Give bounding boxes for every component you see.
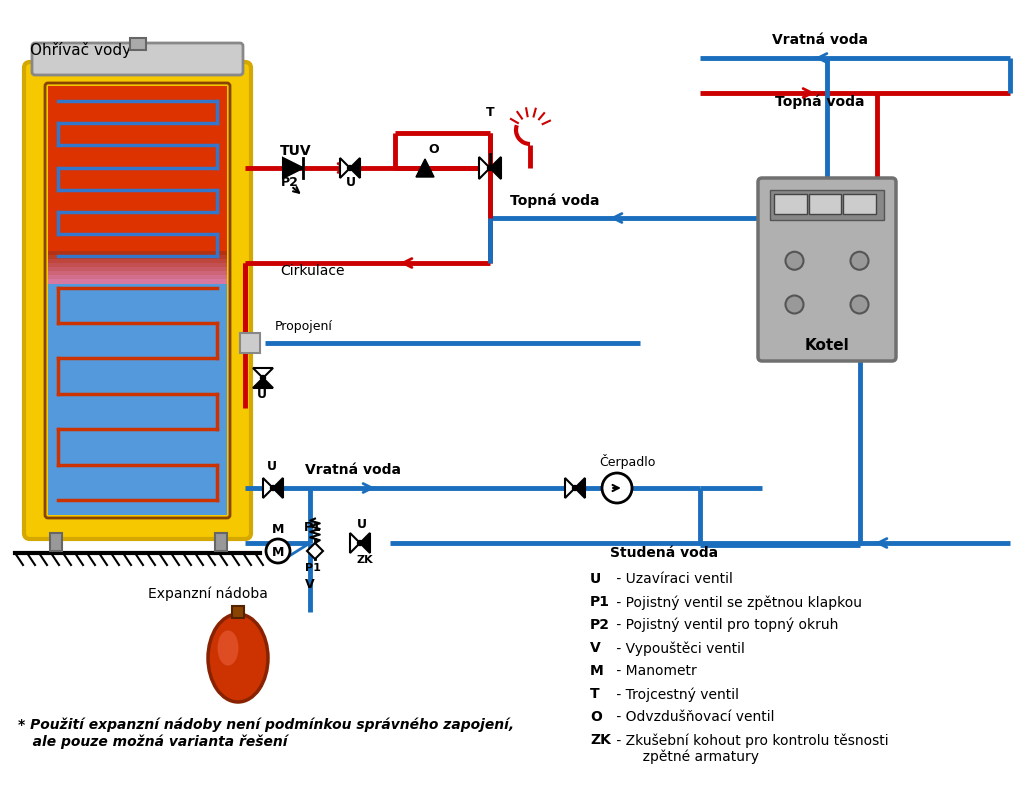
Text: ZK: ZK <box>590 733 611 747</box>
Text: U: U <box>257 388 267 401</box>
Text: Topná voda: Topná voda <box>510 193 599 208</box>
Polygon shape <box>273 478 283 498</box>
Bar <box>48 271 227 276</box>
Polygon shape <box>307 543 323 559</box>
Bar <box>48 86 227 266</box>
Circle shape <box>573 486 578 491</box>
Text: O: O <box>428 143 439 156</box>
Text: O: O <box>590 710 602 724</box>
Bar <box>48 279 227 284</box>
Bar <box>808 194 841 214</box>
Text: - Zkušební kohout pro kontrolu těsnosti
       zpětné armatury: - Zkušební kohout pro kontrolu těsnosti … <box>612 733 889 764</box>
Text: U: U <box>357 518 367 531</box>
Bar <box>48 263 227 268</box>
Polygon shape <box>283 158 303 178</box>
Bar <box>843 194 876 214</box>
Circle shape <box>348 165 353 170</box>
Text: M: M <box>272 523 284 536</box>
Text: Kotel: Kotel <box>805 338 849 352</box>
Text: P1: P1 <box>590 595 610 609</box>
Bar <box>48 275 227 280</box>
Polygon shape <box>253 368 273 378</box>
FancyBboxPatch shape <box>32 43 243 75</box>
Circle shape <box>786 252 803 270</box>
Bar <box>774 194 807 214</box>
Text: P1: P1 <box>305 563 321 573</box>
Polygon shape <box>340 158 350 178</box>
Ellipse shape <box>218 630 238 665</box>
Circle shape <box>850 252 869 270</box>
Polygon shape <box>565 478 575 498</box>
Bar <box>48 266 227 515</box>
Circle shape <box>357 541 362 545</box>
Text: Ohřívač vody: Ohřívač vody <box>30 42 131 58</box>
Polygon shape <box>253 378 273 388</box>
Polygon shape <box>350 533 360 553</box>
Text: - Uzavíraci ventil: - Uzavíraci ventil <box>612 572 732 586</box>
FancyBboxPatch shape <box>758 178 896 361</box>
Text: T: T <box>590 687 599 701</box>
Bar <box>48 251 227 256</box>
Text: T: T <box>486 106 494 119</box>
Bar <box>48 255 227 260</box>
Ellipse shape <box>208 614 268 702</box>
Text: Vratná voda: Vratná voda <box>305 463 401 477</box>
Text: Studená voda: Studená voda <box>610 546 718 560</box>
Text: P2: P2 <box>281 176 299 189</box>
Text: M: M <box>272 545 284 559</box>
Polygon shape <box>350 158 360 178</box>
Circle shape <box>266 539 290 563</box>
Text: - Trojcestný ventil: - Trojcestný ventil <box>612 687 739 701</box>
Text: Cirkulace: Cirkulace <box>280 264 345 278</box>
Text: U: U <box>267 460 277 473</box>
Bar <box>232 606 244 618</box>
Text: Vratná voda: Vratná voda <box>772 33 868 47</box>
Text: M: M <box>590 664 604 678</box>
Text: - Vypouštěci ventil: - Vypouštěci ventil <box>612 641 745 656</box>
Bar <box>48 259 227 264</box>
Bar <box>215 533 227 551</box>
Circle shape <box>786 296 803 313</box>
Text: - Pojistný ventil pro topný okruh: - Pojistný ventil pro topný okruh <box>612 618 839 633</box>
FancyBboxPatch shape <box>24 62 251 539</box>
Bar <box>130 38 145 50</box>
Text: Propojení: Propojení <box>275 320 332 333</box>
Text: U: U <box>346 176 356 189</box>
Text: - Odvzdušňovací ventil: - Odvzdušňovací ventil <box>612 710 774 724</box>
Text: V: V <box>590 641 601 655</box>
Circle shape <box>488 165 492 170</box>
Text: P1: P1 <box>304 521 322 534</box>
Polygon shape <box>360 533 370 553</box>
Text: TUV: TUV <box>280 144 312 158</box>
Polygon shape <box>490 157 501 179</box>
Text: - Manometr: - Manometr <box>612 664 697 678</box>
Text: Expanzní nádoba: Expanzní nádoba <box>148 587 268 601</box>
Polygon shape <box>263 478 273 498</box>
Bar <box>48 267 227 272</box>
Bar <box>770 190 884 220</box>
Polygon shape <box>479 157 490 179</box>
Text: P2: P2 <box>590 618 610 632</box>
Bar <box>240 333 260 354</box>
Polygon shape <box>416 159 434 177</box>
Text: * Použití expanzní nádoby není podmínkou správného zapojení,
   ale pouze možná : * Použití expanzní nádoby není podmínkou… <box>18 718 515 750</box>
Text: U: U <box>590 572 602 586</box>
Text: Čerpadlo: Čerpadlo <box>599 454 656 469</box>
Polygon shape <box>575 478 585 498</box>
Circle shape <box>261 375 266 381</box>
Circle shape <box>270 486 275 491</box>
Text: Topná voda: Topná voda <box>775 95 864 109</box>
Circle shape <box>850 296 869 313</box>
Text: V: V <box>305 578 315 591</box>
Circle shape <box>602 473 632 503</box>
Text: - Pojistný ventil se zpětnou klapkou: - Pojistný ventil se zpětnou klapkou <box>612 595 862 610</box>
Bar <box>50 533 62 551</box>
Text: ZK: ZK <box>356 555 372 565</box>
